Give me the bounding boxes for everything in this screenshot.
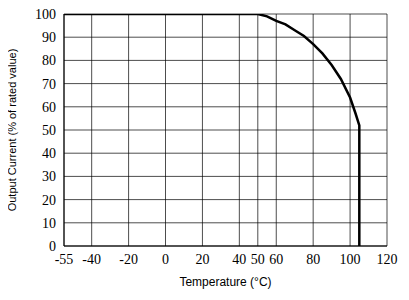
svg-text:50: 50 (251, 252, 265, 267)
svg-text:Output Current (% of rated val: Output Current (% of rated value) (8, 49, 18, 212)
svg-text:-40: -40 (82, 252, 101, 267)
svg-text:100: 100 (340, 252, 361, 267)
svg-text:20: 20 (42, 193, 56, 208)
svg-text:60: 60 (42, 100, 56, 115)
svg-text:0: 0 (162, 252, 169, 267)
svg-text:Temperature (°C): Temperature (°C) (179, 275, 271, 289)
svg-text:40: 40 (232, 252, 246, 267)
svg-text:100: 100 (35, 8, 56, 22)
svg-text:120: 120 (377, 252, 398, 267)
svg-text:80: 80 (306, 252, 320, 267)
svg-text:20: 20 (195, 252, 209, 267)
svg-text:90: 90 (42, 30, 56, 45)
svg-text:60: 60 (269, 252, 283, 267)
svg-text:10: 10 (42, 216, 56, 231)
svg-text:30: 30 (42, 169, 56, 184)
svg-text:50: 50 (42, 123, 56, 138)
svg-text:0: 0 (49, 239, 56, 254)
svg-text:80: 80 (42, 53, 56, 68)
svg-text:-20: -20 (119, 252, 138, 267)
svg-text:40: 40 (42, 146, 56, 161)
svg-text:-55: -55 (55, 252, 74, 267)
svg-text:70: 70 (42, 77, 56, 92)
